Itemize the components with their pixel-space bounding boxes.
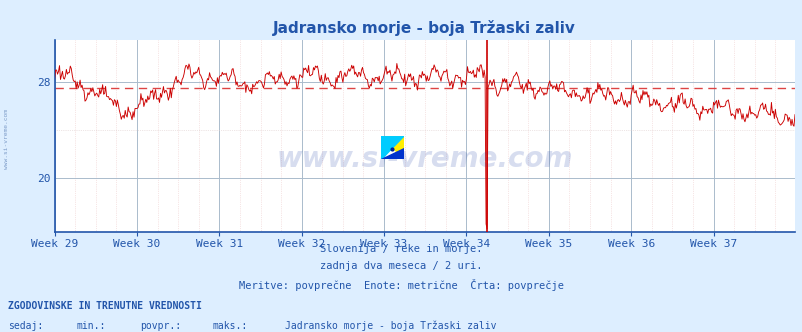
Text: Slovenija / reke in morje.: Slovenija / reke in morje. [320, 244, 482, 254]
Text: povpr.:: povpr.: [140, 321, 181, 331]
Text: Meritve: povprečne  Enote: metrične  Črta: povprečje: Meritve: povprečne Enote: metrične Črta:… [239, 279, 563, 290]
Text: min.:: min.: [76, 321, 106, 331]
Text: sedaj:: sedaj: [8, 321, 43, 331]
Text: ZGODOVINSKE IN TRENUTNE VREDNOSTI: ZGODOVINSKE IN TRENUTNE VREDNOSTI [8, 301, 201, 311]
Text: Jadransko morje - boja Tržaski zaliv: Jadransko morje - boja Tržaski zaliv [285, 321, 496, 331]
Text: zadnja dva meseca / 2 uri.: zadnja dva meseca / 2 uri. [320, 261, 482, 271]
Text: maks.:: maks.: [213, 321, 248, 331]
Polygon shape [381, 136, 403, 159]
Text: www.si-vreme.com: www.si-vreme.com [4, 110, 9, 169]
Polygon shape [381, 148, 403, 159]
Title: Jadransko morje - boja Tržaski zaliv: Jadransko morje - boja Tržaski zaliv [273, 20, 576, 36]
Text: www.si-vreme.com: www.si-vreme.com [276, 145, 573, 173]
Polygon shape [381, 136, 403, 159]
